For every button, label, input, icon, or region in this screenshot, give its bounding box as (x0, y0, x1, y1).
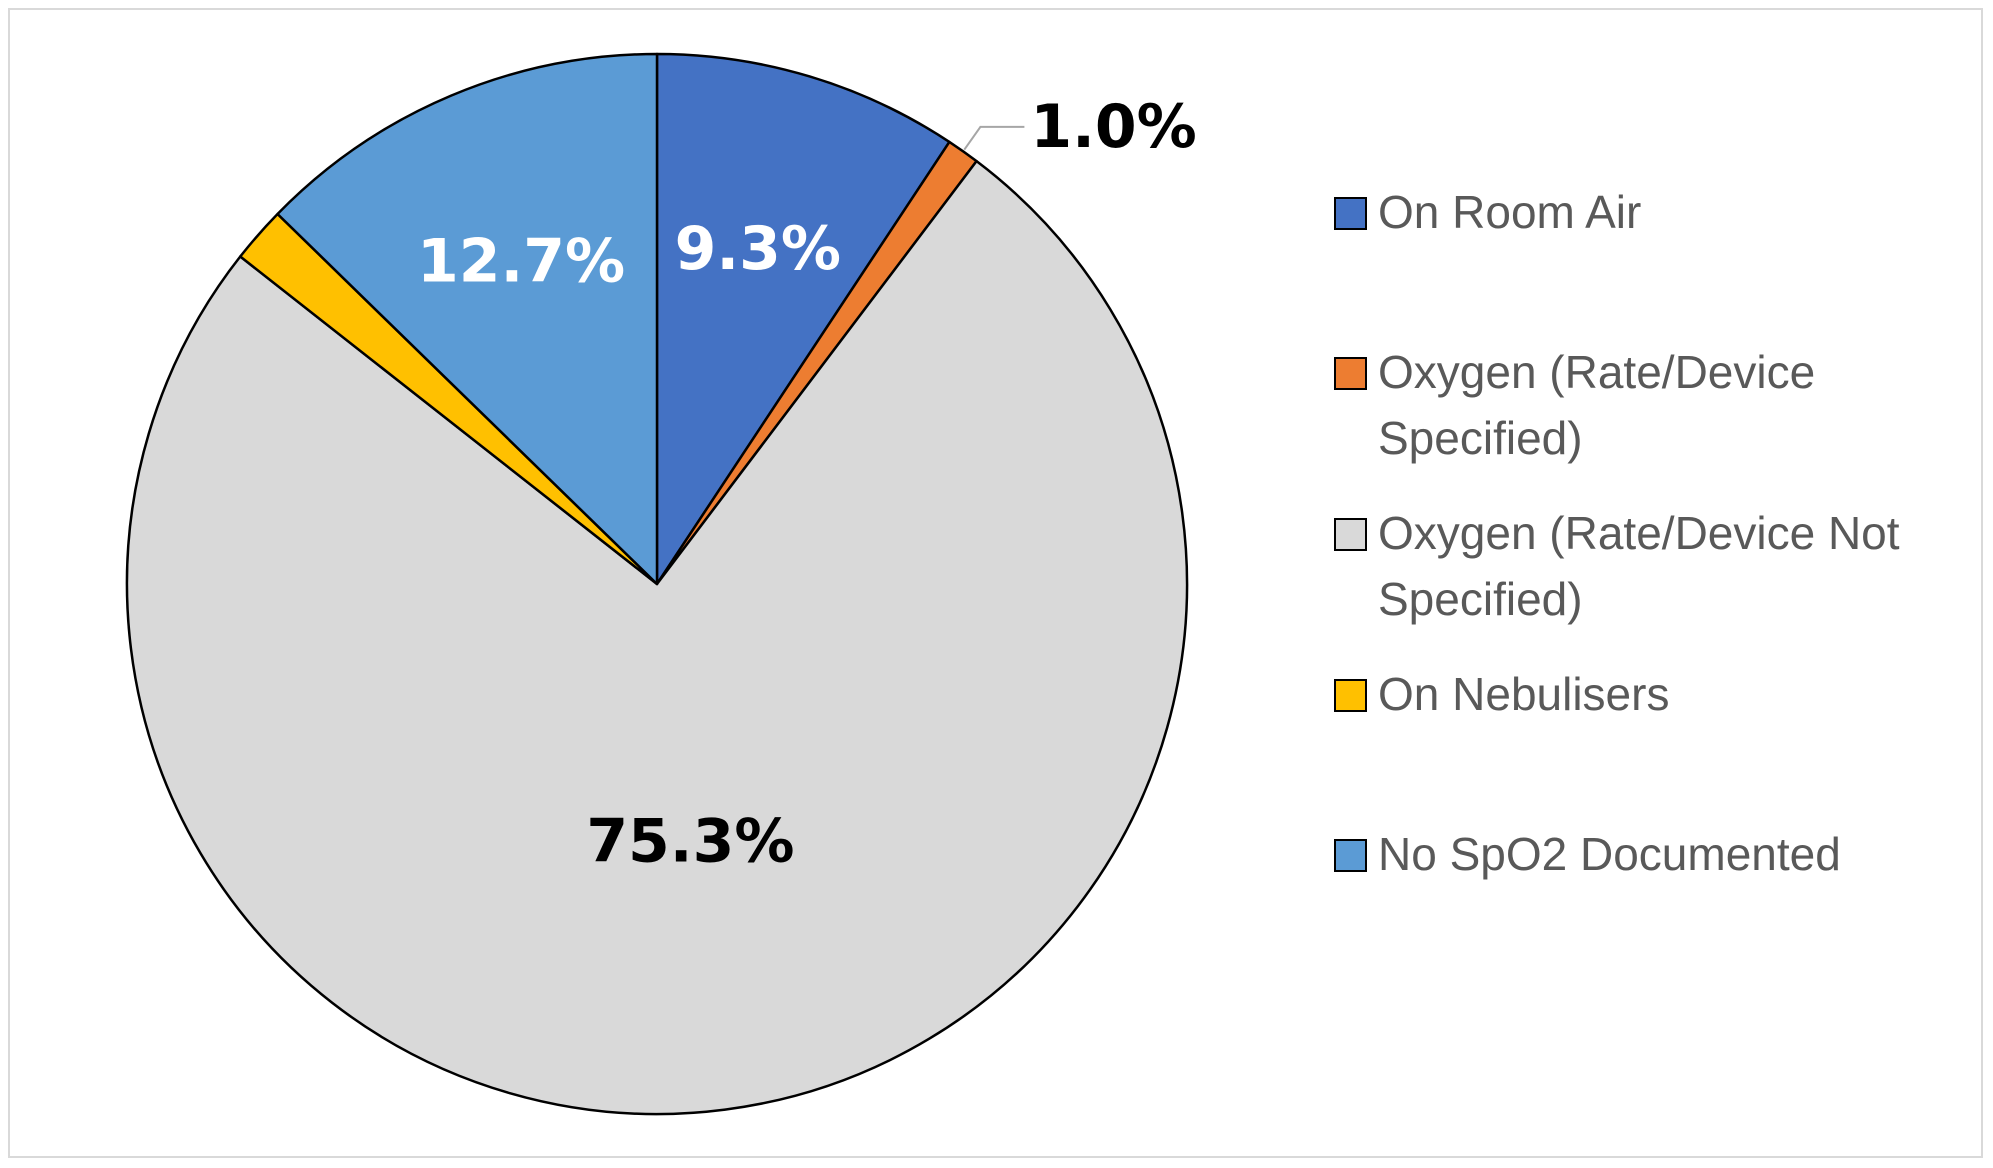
legend-label-on-nebulisers: On Nebulisers (1378, 668, 1669, 720)
legend-label-oxygen-rate-device-not-specified: Oxygen (Rate/Device Not Specified) (1378, 507, 1900, 625)
pie-slice-oxygen-rate-device-not-specified (125, 159, 1189, 1116)
leader-line-oxygen-rate-device-specified (963, 125, 1025, 151)
legend: On Room Air Oxygen (Rate/Device Specified)… (1334, 186, 1900, 880)
legend-swatch-oxygen-rate-device-not-specified (1334, 518, 1367, 551)
legend-swatch-on-room-air (1334, 197, 1367, 230)
pie-slices (125, 52, 1189, 1116)
pie-slice-no-spo2-documented (276, 52, 659, 586)
data-label-no-spo2-documented: 12.7% (417, 227, 625, 297)
data-label-oxygen-rate-device-specified: 1.0% (1030, 92, 1196, 162)
legend-label-oxygen-rate-device-specified: Oxygen (Rate/Device Specified) (1378, 346, 1815, 464)
pie-slice-on-room-air (655, 52, 951, 586)
pie-data-labels: 9.3% 1.0% 75.3% 12.7% (417, 92, 1197, 877)
legend-label-no-spo2-documented: No SpO2 Documented (1378, 828, 1841, 880)
legend-swatch-no-spo2-documented (1334, 839, 1367, 872)
legend-swatch-oxygen-rate-device-specified (1334, 357, 1367, 390)
legend-label-on-room-air: On Room Air (1378, 186, 1641, 238)
data-label-oxygen-rate-device-not-specified: 75.3% (586, 807, 794, 877)
data-label-on-room-air: 9.3% (675, 214, 841, 284)
legend-swatch-on-nebulisers (1334, 679, 1367, 712)
